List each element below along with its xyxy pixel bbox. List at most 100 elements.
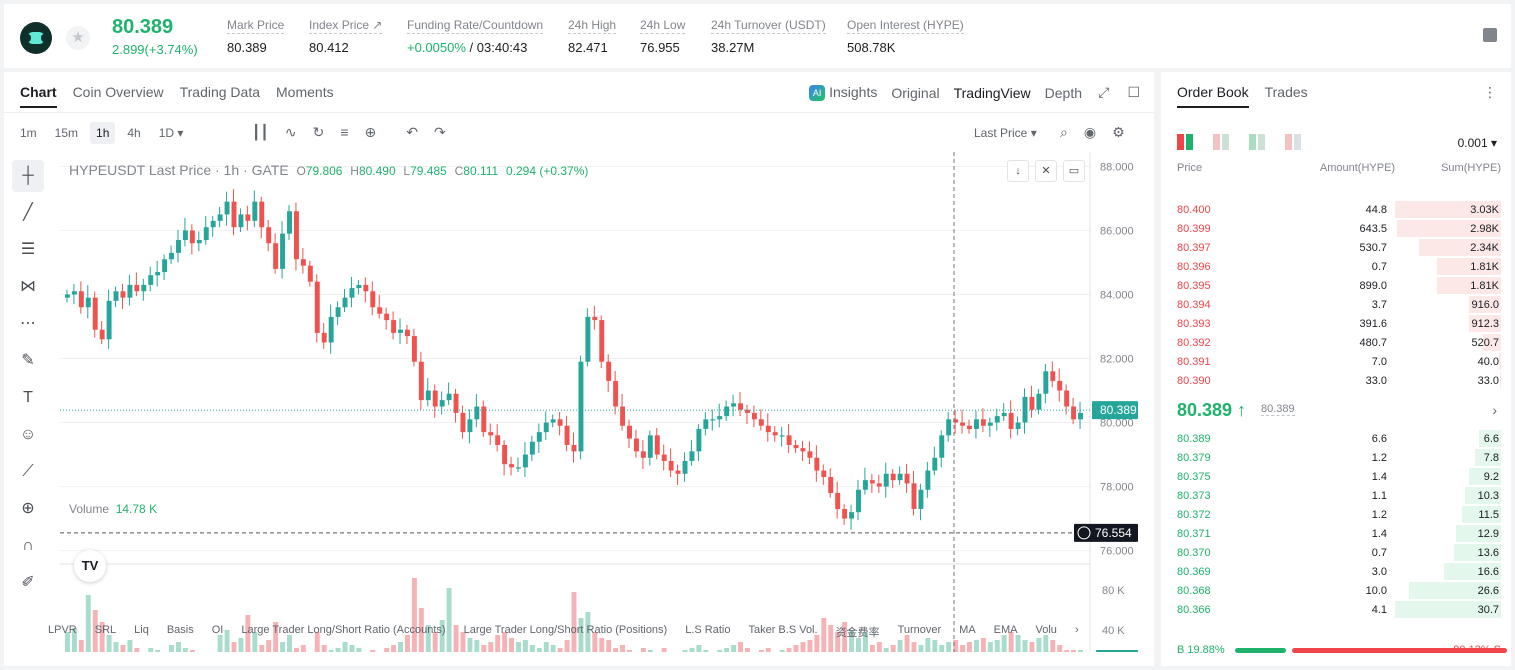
horizontal-lines-icon[interactable]: ☰ [20,241,36,258]
bid-row[interactable]: 80.368 10.0 26.6 [1161,581,1511,600]
indicator-ls-ratio[interactable]: L.S Ratio [685,624,731,636]
book-asks-icon[interactable] [1249,134,1267,150]
price-type-select[interactable]: Last Price ▾ [974,126,1037,140]
undo-icon[interactable]: ↶ [406,124,418,140]
indicator-bar: LPVR SRL Liq Basis OI Large Trader Long/… [48,624,1079,640]
candle-type-icon[interactable]: ┃┃ [252,124,269,140]
interval-1m[interactable]: 1m [20,126,37,140]
indicator-lpvr[interactable]: LPVR [48,624,77,636]
scroll-down-icon[interactable]: ↓ [1007,160,1029,182]
ask-row[interactable]: 80.393 391.6 912.3 [1161,314,1511,333]
bid-row[interactable]: 80.366 4.1 30.7 [1161,600,1511,619]
ask-row[interactable]: 80.399 643.5 2.98K [1161,219,1511,238]
indicator-srl[interactable]: SRL [94,624,117,636]
tab-depth[interactable]: Depth [1044,84,1082,101]
guide-book-icon[interactable] [1483,28,1497,42]
indicator-ema[interactable]: EMA [993,624,1018,636]
tab-original[interactable]: Original [891,84,940,101]
tab-coin-overview[interactable]: Coin Overview [72,84,164,100]
fib-icon[interactable]: ⋯ [20,315,36,332]
more-menu-icon[interactable]: ⋮ [1483,84,1497,100]
bid-row[interactable]: 80.389 6.6 6.6 [1161,429,1511,448]
gear-icon[interactable]: ⚙ [1112,124,1125,140]
bid-depth-bar [1461,506,1501,523]
ask-row[interactable]: 80.394 3.7 916.0 [1161,295,1511,314]
brush-icon[interactable]: ✎ [21,352,35,369]
volume-bar [640,648,646,652]
bid-row[interactable]: 80.371 1.4 12.9 [1161,524,1511,543]
indicator-taker-vol[interactable]: Taker B.S Vol. [748,624,818,636]
bid-row[interactable]: 80.379 1.2 7.8 [1161,448,1511,467]
indicator-volume[interactable]: Volu [1035,624,1057,636]
tab-moments[interactable]: Moments [276,84,334,100]
legend-l-key: L [403,164,411,178]
tab-trading-data[interactable]: Trading Data [179,84,261,100]
chart-tabs: Chart Coin Overview Trading Data Moments [20,84,334,108]
trend-line-icon[interactable]: ╱ [23,204,33,221]
ask-row[interactable]: 80.400 44.8 3.03K [1161,200,1511,219]
ask-row[interactable]: 80.392 480.7 520.7 [1161,333,1511,352]
search-icon[interactable]: ⌕ [1060,124,1068,140]
add-indicator-icon[interactable]: ⊕ [364,124,377,140]
interval-15m[interactable]: 15m [54,126,79,140]
book-depth-icon[interactable] [1285,134,1303,150]
redo-icon[interactable]: ↷ [433,124,446,140]
y-tick-label: 86.000 [1100,225,1134,237]
favorite-star-icon[interactable]: ★ [66,26,90,50]
bid-row[interactable]: 80.375 1.4 9.2 [1161,467,1511,486]
ask-row[interactable]: 80.391 7.0 40.0 [1161,352,1511,371]
emoji-icon[interactable]: ☺ [19,426,37,443]
interval-4h[interactable]: 4h [127,126,141,140]
pencil-lock-icon[interactable]: ✐ [21,574,35,591]
candlestick-chart[interactable]: 88.000 86.000 84.000 82.000 80.000 78.000 76.0… [60,152,1150,652]
ask-row[interactable]: 80.397 530.7 2.34K [1161,238,1511,257]
indicator-liq[interactable]: Liq [134,624,149,636]
volume-bar [293,648,299,652]
ask-row[interactable]: 80.396 0.7 1.81K [1161,257,1511,276]
refresh-icon[interactable]: ↻ [312,124,325,140]
stat-index-price[interactable]: Index Price ↗ 80.412 [309,18,383,55]
camera-icon[interactable]: ◉ [1083,124,1097,140]
indicator-lt-positions[interactable]: Large Trader Long/Short Ratio (Positions… [463,624,668,636]
magnet-icon[interactable]: ∩ [22,537,34,554]
ask-row[interactable]: 80.390 33.0 33.0 [1161,371,1511,390]
indicator-funding[interactable]: 资金费率 [835,627,880,639]
text-icon[interactable]: T [23,389,33,406]
window-icon[interactable]: ☐ [1127,84,1140,100]
tab-trades[interactable]: Trades [1264,84,1308,100]
ask-amount: 0.7 [1371,261,1387,273]
indicators-icon[interactable]: ∿ [284,124,297,140]
indicator-oi[interactable]: OI [211,624,224,636]
book-both-icon[interactable] [1177,134,1195,150]
ruler-icon[interactable]: ⟋ [22,463,34,480]
bid-row[interactable]: 80.369 3.0 16.6 [1161,562,1511,581]
templates-icon[interactable]: ≡ [340,124,349,140]
funding-rate-value[interactable]: +0.0050% [407,40,466,55]
tab-insights[interactable]: AI Insights [809,84,877,102]
indicator-lt-accounts[interactable]: Large Trader Long/Short Ratio (Accounts) [241,624,446,636]
bid-row[interactable]: 80.373 1.1 10.3 [1161,486,1511,505]
chevron-right-icon[interactable]: › [1074,624,1079,636]
collapse-icon[interactable]: ✕ [1035,160,1057,182]
zoom-in-icon[interactable]: ⊕ [21,500,35,517]
interval-1h[interactable]: 1h [90,122,116,144]
indicator-basis[interactable]: Basis [166,624,194,636]
indicator-turnover[interactable]: Turnover [897,624,942,636]
interval-1d-dropdown[interactable]: 1D ▾ [158,126,184,140]
precision-dropdown[interactable]: 0.001 ▾ [1457,136,1497,150]
chevron-right-icon[interactable]: › [1492,402,1497,418]
expand-icon[interactable]: ⤢ [1098,84,1110,100]
fullscreen-icon[interactable]: ▭ [1063,160,1085,182]
tab-chart[interactable]: Chart [20,84,57,108]
bid-row[interactable]: 80.372 1.2 11.5 [1161,505,1511,524]
book-bids-icon[interactable] [1213,134,1231,150]
pattern-icon[interactable]: ⋈ [20,278,36,295]
ask-row[interactable]: 80.395 899.0 1.81K [1161,276,1511,295]
crosshair-icon[interactable]: ┼ [12,160,44,192]
bids-list: 80.389 6.6 6.6 80.379 1.2 7.8 80.375 1.4 9.2 80.3… [1161,429,1511,619]
bid-row[interactable]: 80.370 0.7 13.6 [1161,543,1511,562]
indicator-ma[interactable]: MA [959,624,976,636]
tab-tradingview[interactable]: TradingView [953,84,1031,101]
tab-order-book[interactable]: Order Book [1177,84,1249,108]
tradingview-logo[interactable]: TV [74,550,106,582]
